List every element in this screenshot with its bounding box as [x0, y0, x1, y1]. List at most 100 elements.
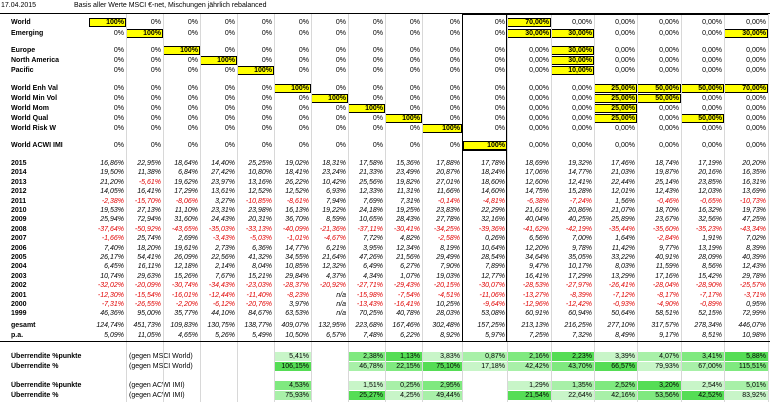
return-cell[interactable]: -8,23%: [286, 291, 309, 299]
year-label[interactable]: 2005: [11, 254, 27, 261]
return-cell[interactable]: 10,64%: [481, 244, 505, 252]
return-cell[interactable]: -20,09%: [134, 282, 161, 290]
year-label[interactable]: 2013: [11, 178, 27, 186]
return-cell[interactable]: -27,71%: [356, 282, 383, 290]
note-cell[interactable]: Basis aller Werte MSCI €-net, Mischungen…: [74, 2, 267, 9]
return-cell[interactable]: 27,78%: [436, 216, 460, 224]
alloc-cell[interactable]: 50,00%: [681, 114, 724, 123]
excess-cell[interactable]: 42,52%: [681, 391, 724, 400]
return-cell[interactable]: -0,93%: [612, 301, 635, 308]
alloc-cell[interactable]: 0%: [187, 95, 198, 102]
return-cell[interactable]: -29,43%: [393, 282, 420, 290]
return-cell[interactable]: 14,40%: [211, 160, 235, 167]
alloc-cell[interactable]: 0,00%: [529, 105, 549, 112]
return-cell[interactable]: 26,22%: [285, 178, 309, 186]
return-cell[interactable]: 15,36%: [396, 160, 420, 167]
excess-cell[interactable]: 46,78%: [348, 362, 385, 371]
return-cell[interactable]: 10,85%: [285, 263, 309, 271]
return-cell[interactable]: -21,36%: [319, 225, 346, 233]
return-cell[interactable]: -34,25%: [433, 225, 460, 233]
return-cell[interactable]: -35,60%: [652, 225, 679, 233]
alloc-cell[interactable]: 0%: [372, 142, 383, 149]
excess-cell[interactable]: 42,42%: [507, 362, 551, 371]
alloc-cell[interactable]: 0%: [150, 67, 161, 74]
alloc-cell[interactable]: 0%: [113, 85, 124, 92]
alloc-cell[interactable]: 0%: [298, 19, 309, 26]
alloc-cell[interactable]: 0%: [449, 105, 460, 112]
alloc-cell[interactable]: 0%: [494, 19, 505, 26]
row-label[interactable]: World: [11, 19, 31, 26]
return-cell[interactable]: -0,14%: [437, 197, 460, 205]
return-cell[interactable]: 16,41%: [525, 272, 549, 280]
summary-cell[interactable]: 5,49%: [252, 332, 272, 339]
summary-cell[interactable]: 132,95%: [318, 322, 346, 329]
return-cell[interactable]: 14,60%: [481, 188, 505, 196]
alloc-cell[interactable]: 0%: [261, 30, 272, 37]
alloc-cell[interactable]: 0%: [150, 125, 161, 132]
return-cell[interactable]: 72,99%: [742, 310, 766, 318]
alloc-cell[interactable]: 0%: [335, 57, 346, 64]
alloc-cell[interactable]: 100%: [126, 29, 163, 38]
alloc-cell[interactable]: 0,00%: [746, 125, 766, 132]
alloc-cell[interactable]: 0%: [224, 47, 235, 54]
return-cell[interactable]: 17,29%: [174, 188, 198, 196]
alloc-cell[interactable]: 0,00%: [659, 19, 679, 26]
alloc-cell[interactable]: 0%: [298, 30, 309, 37]
excess-cell[interactable]: 115,51%: [724, 362, 768, 371]
excess-cell[interactable]: 2,16%: [507, 352, 551, 361]
row-label[interactable]: World ACWI IMI: [11, 142, 63, 149]
return-cell[interactable]: -13,43%: [356, 301, 383, 308]
return-cell[interactable]: 12,43%: [655, 188, 679, 196]
return-cell[interactable]: -0,46%: [656, 197, 679, 205]
alloc-cell[interactable]: 0,00%: [659, 47, 679, 54]
row-label[interactable]: Emerging: [11, 30, 44, 37]
return-cell[interactable]: 19,62%: [174, 178, 198, 186]
return-cell[interactable]: -4,90%: [656, 301, 679, 308]
return-cell[interactable]: 22,44%: [611, 178, 635, 186]
year-label[interactable]: 2001: [11, 291, 27, 299]
return-cell[interactable]: 6,49%: [363, 263, 383, 271]
return-cell[interactable]: 29,84%: [285, 272, 309, 280]
return-cell[interactable]: 10,25%: [436, 301, 460, 308]
year-label[interactable]: 2007: [11, 235, 27, 243]
return-cell[interactable]: 19,73%: [742, 207, 766, 214]
return-cell[interactable]: 23,31%: [211, 207, 235, 214]
excess-cell[interactable]: 0,25%: [385, 381, 422, 390]
alloc-cell[interactable]: 0%: [187, 30, 198, 37]
alloc-cell[interactable]: 0%: [372, 115, 383, 122]
alloc-cell[interactable]: 100%: [274, 84, 311, 93]
alloc-cell[interactable]: 0%: [409, 105, 420, 112]
summary-cell[interactable]: 5,09%: [104, 332, 124, 339]
alloc-cell[interactable]: 0%: [335, 67, 346, 74]
row-label[interactable]: World Risk W: [11, 125, 56, 132]
alloc-cell[interactable]: 0%: [335, 30, 346, 37]
alloc-cell[interactable]: 50,00%: [637, 94, 681, 103]
excess-reference[interactable]: (gegen MSCI World): [129, 363, 193, 370]
alloc-cell[interactable]: 0%: [449, 142, 460, 149]
return-cell[interactable]: 16,32%: [698, 207, 722, 214]
alloc-cell[interactable]: 0%: [261, 57, 272, 64]
return-cell[interactable]: 26,17%: [100, 254, 124, 261]
alloc-cell[interactable]: 25,00%: [594, 84, 637, 93]
alloc-cell[interactable]: 0%: [449, 85, 460, 92]
return-cell[interactable]: -35,23%: [695, 225, 722, 233]
year-label[interactable]: 2015: [11, 160, 27, 167]
return-cell[interactable]: 12,33%: [359, 188, 383, 196]
alloc-cell[interactable]: 0,00%: [529, 115, 549, 122]
return-cell[interactable]: -2,20%: [175, 301, 198, 308]
return-cell[interactable]: -35,44%: [608, 225, 635, 233]
row-label[interactable]: Pacific: [11, 67, 34, 74]
return-cell[interactable]: -37,64%: [97, 225, 124, 233]
excess-cell[interactable]: 2,23%: [551, 352, 594, 361]
return-cell[interactable]: 14,77%: [285, 244, 309, 252]
alloc-cell[interactable]: 0,00%: [572, 125, 592, 132]
return-cell[interactable]: -43,65%: [171, 225, 198, 233]
return-cell[interactable]: -7,54%: [397, 291, 420, 299]
return-cell[interactable]: -0,89%: [699, 301, 722, 308]
return-cell[interactable]: 12,52%: [248, 188, 272, 196]
return-cell[interactable]: 18,74%: [655, 160, 679, 167]
return-cell[interactable]: 20,86%: [568, 207, 592, 214]
alloc-cell[interactable]: 0%: [449, 47, 460, 54]
alloc-cell[interactable]: 0,00%: [572, 115, 592, 122]
return-cell[interactable]: 16,35%: [742, 169, 766, 177]
